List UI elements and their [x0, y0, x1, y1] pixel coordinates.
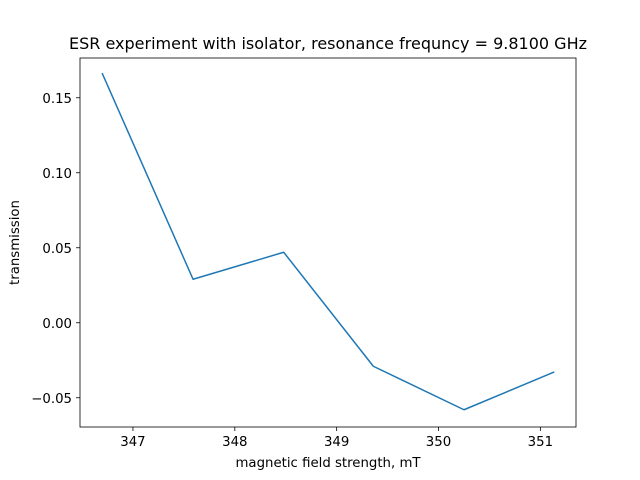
y-tick-label: 0.10 [42, 167, 72, 182]
plot-area [79, 57, 577, 428]
x-tick-label: 348 [222, 435, 247, 450]
y-tick-label: 0.15 [42, 92, 72, 107]
plot-frame [79, 57, 577, 428]
y-tick-label: −0.05 [31, 392, 72, 407]
x-tick-label: 351 [528, 435, 553, 450]
x-tick-label: 350 [426, 435, 451, 450]
y-tick-label: 0.05 [42, 242, 72, 257]
x-tick-label: 349 [324, 435, 349, 450]
series-layer [101, 72, 555, 411]
x-axis: 347 348 349 350 351 [120, 427, 553, 450]
y-axis: −0.05 0.00 0.05 0.10 0.15 [31, 92, 80, 407]
y-axis-label: transmission [8, 200, 23, 285]
y-tick-label: 0.00 [42, 317, 72, 332]
series-line-0 [101, 72, 555, 411]
x-axis-label: magnetic field strength, mT [235, 456, 421, 471]
chart-title: ESR experiment with isolator, resonance … [69, 34, 587, 53]
x-tick-label: 347 [120, 435, 145, 450]
